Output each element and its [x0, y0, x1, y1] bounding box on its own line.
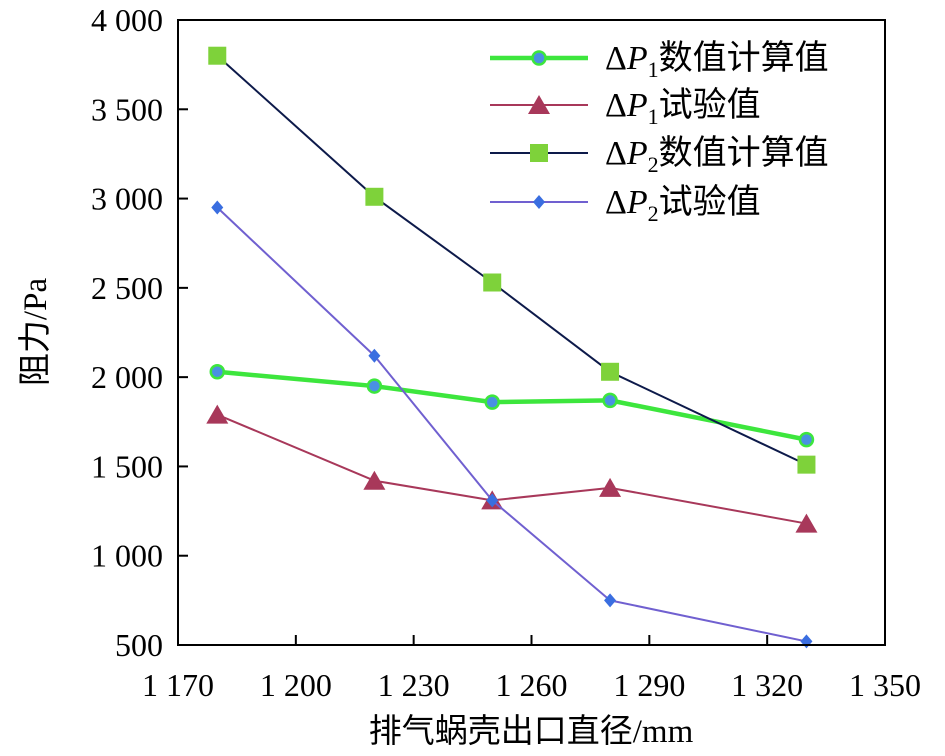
- y-axis-title: 阻力/Pa: [17, 278, 54, 387]
- y-tick-label: 3 500: [91, 91, 163, 127]
- legend-label: ΔP2试验值: [605, 183, 761, 226]
- data-point: [604, 593, 617, 608]
- series-layer: [206, 46, 818, 649]
- data-point: [601, 362, 620, 381]
- x-tick-label: 1 320: [731, 667, 803, 703]
- series-line: [216, 413, 807, 525]
- data-point: [798, 431, 815, 448]
- legend-marker: [531, 50, 547, 66]
- x-tick-label: 1 230: [378, 667, 450, 703]
- y-tick-label: 2 000: [91, 359, 163, 395]
- y-tick-label: 2 500: [91, 270, 163, 306]
- data-point: [206, 404, 229, 424]
- legend-entry: ΔP1试验值: [490, 86, 761, 129]
- y-tick-label: 3 000: [91, 181, 163, 217]
- series-1: [209, 364, 815, 448]
- series-line: [217, 369, 807, 442]
- series-3: [208, 46, 816, 474]
- x-tick-label: 1 200: [260, 667, 332, 703]
- x-tick-label: 1 260: [496, 667, 568, 703]
- data-point: [486, 493, 499, 508]
- data-point: [208, 46, 227, 65]
- data-point: [483, 273, 502, 292]
- data-point: [209, 364, 226, 380]
- data-point: [365, 187, 384, 206]
- x-tick-label: 1 290: [613, 667, 685, 703]
- x-axis-title: 排气蜗壳出口直径/mm: [369, 713, 694, 750]
- y-tick-label: 4 000: [91, 2, 163, 38]
- data-point: [602, 392, 618, 409]
- series-line: [216, 206, 807, 643]
- y-tick-label: 1 000: [91, 538, 163, 574]
- data-point: [795, 513, 818, 533]
- y-tick-label: 500: [115, 627, 163, 663]
- axis-ticks: 1 170 1 200 1 230 1 260 1 290 1 320 1 350 500 1 …: [91, 2, 921, 703]
- x-tick-label: 1 350: [849, 667, 921, 703]
- legend-marker: [528, 95, 550, 114]
- data-point: [363, 470, 386, 490]
- legend-entry: ΔP1数值计算值: [490, 39, 829, 82]
- legend-entry: ΔP2数值计算值: [490, 134, 829, 177]
- data-point: [484, 394, 500, 410]
- data-point: [366, 378, 383, 394]
- x-tick-label: 1 170: [142, 667, 214, 703]
- y-tick-label: 1 500: [91, 448, 163, 484]
- legend-label: ΔP1数值计算值: [605, 39, 829, 82]
- legend-label: ΔP1试验值: [605, 86, 761, 129]
- data-point: [797, 455, 816, 474]
- data-point: [800, 634, 813, 649]
- legend-marker: [533, 195, 545, 209]
- data-point: [211, 200, 224, 215]
- legend-entry: ΔP2试验值: [490, 183, 761, 226]
- series-4: [211, 200, 813, 649]
- legend-label: ΔP2数值计算值: [605, 134, 829, 177]
- legend-marker: [530, 144, 548, 162]
- data-point: [599, 477, 622, 497]
- data-point: [368, 348, 381, 363]
